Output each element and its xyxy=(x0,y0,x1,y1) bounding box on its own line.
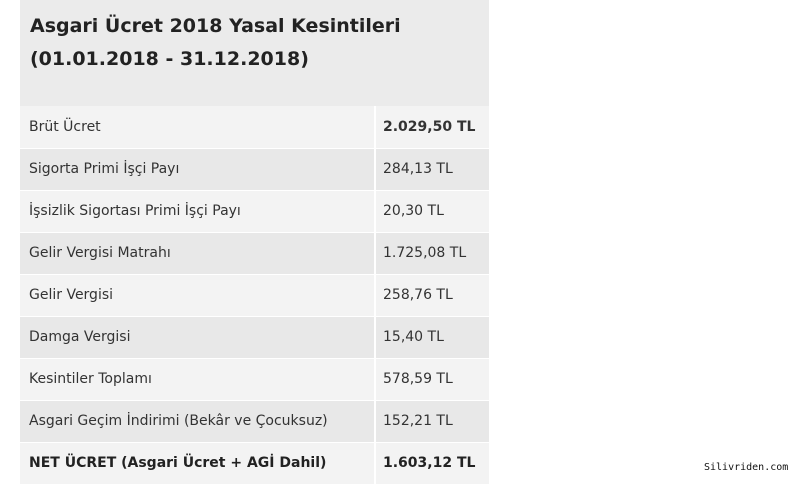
row-label: İşsizlik Sigortası Primi İşçi Payı xyxy=(20,190,376,233)
table-row-agi: Asgari Geçim İndirimi (Bekâr ve Çocuksuz… xyxy=(20,400,489,443)
row-value: 284,13 TL xyxy=(375,148,489,191)
row-value: 2.029,50 TL xyxy=(375,106,489,149)
row-label: Kesintiler Toplamı xyxy=(20,358,376,401)
row-label: Brüt Ücret xyxy=(20,106,376,149)
row-value: 1.603,12 TL xyxy=(375,442,489,485)
salary-deductions-card: Asgari Ücret 2018 Yasal Kesintileri (01.… xyxy=(20,0,489,485)
row-label: Sigorta Primi İşçi Payı xyxy=(20,148,376,191)
table-row-net-ucret: NET ÜCRET (Asgari Ücret + AGİ Dahil) 1.6… xyxy=(20,442,489,485)
table-row-issizlik-sigortasi: İşsizlik Sigortası Primi İşçi Payı 20,30… xyxy=(20,190,489,233)
table-row-kesintiler-toplami: Kesintiler Toplamı 578,59 TL xyxy=(20,358,489,401)
deductions-table: Brüt Ücret 2.029,50 TL Sigorta Primi İşç… xyxy=(20,106,489,485)
row-label: Gelir Vergisi xyxy=(20,274,376,317)
row-value: 152,21 TL xyxy=(375,400,489,443)
row-label: Gelir Vergisi Matrahı xyxy=(20,232,376,275)
row-label: Damga Vergisi xyxy=(20,316,376,359)
table-row-gelir-vergisi: Gelir Vergisi 258,76 TL xyxy=(20,274,489,317)
row-label: NET ÜCRET (Asgari Ücret + AGİ Dahil) xyxy=(20,442,376,485)
table-row-damga-vergisi: Damga Vergisi 15,40 TL xyxy=(20,316,489,359)
table-row-sigorta-primi: Sigorta Primi İşçi Payı 284,13 TL xyxy=(20,148,489,191)
table-row-brut-ucret: Brüt Ücret 2.029,50 TL xyxy=(20,106,489,149)
card-date-range: (01.01.2018 - 31.12.2018) xyxy=(30,48,309,70)
row-value: 20,30 TL xyxy=(375,190,489,233)
card-title: Asgari Ücret 2018 Yasal Kesintileri xyxy=(30,15,401,37)
row-value: 258,76 TL xyxy=(375,274,489,317)
row-value: 1.725,08 TL xyxy=(375,232,489,275)
title-header: Asgari Ücret 2018 Yasal Kesintileri (01.… xyxy=(20,0,489,106)
watermark-text: Silivriden.com xyxy=(704,462,789,473)
row-value: 15,40 TL xyxy=(375,316,489,359)
row-label: Asgari Geçim İndirimi (Bekâr ve Çocuksuz… xyxy=(20,400,376,443)
table-row-gelir-vergisi-matrahi: Gelir Vergisi Matrahı 1.725,08 TL xyxy=(20,232,489,275)
row-value: 578,59 TL xyxy=(375,358,489,401)
